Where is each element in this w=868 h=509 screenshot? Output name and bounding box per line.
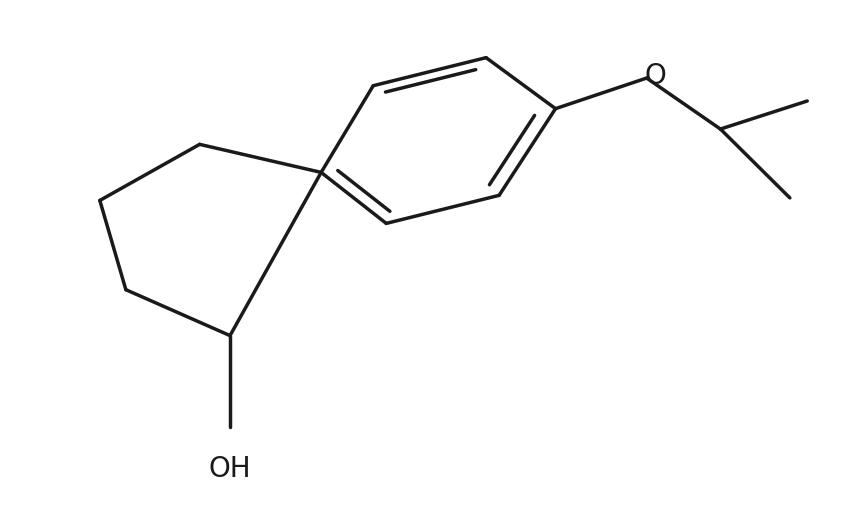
Text: OH: OH — [208, 455, 252, 482]
Text: O: O — [644, 63, 667, 90]
